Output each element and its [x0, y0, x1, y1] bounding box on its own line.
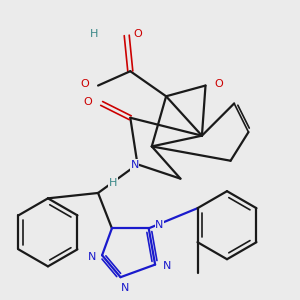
Text: O: O: [84, 97, 92, 107]
Text: N: N: [88, 252, 96, 262]
Text: H: H: [90, 28, 99, 39]
Text: N: N: [121, 283, 129, 293]
Text: O: O: [80, 79, 89, 89]
Text: N: N: [162, 261, 171, 272]
Text: O: O: [134, 28, 142, 39]
Text: N: N: [130, 160, 139, 170]
Text: O: O: [215, 79, 224, 89]
Text: H: H: [109, 178, 117, 188]
Text: N: N: [155, 220, 164, 230]
